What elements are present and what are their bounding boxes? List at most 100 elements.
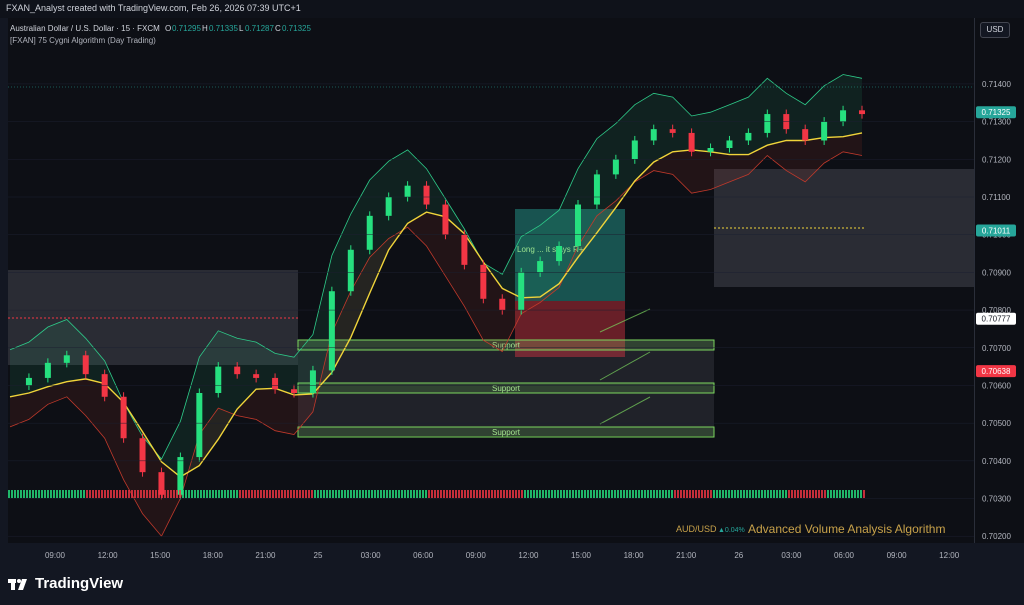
candle-body (631, 140, 638, 160)
volume-bar (311, 490, 313, 498)
volume-bar (773, 490, 775, 498)
volume-bar (65, 490, 67, 498)
volume-bar (155, 490, 157, 498)
candle-body (309, 370, 316, 393)
watermark-pair: AUD/USD (676, 524, 717, 534)
volume-bar (620, 490, 622, 498)
volume-bar (191, 490, 193, 498)
chart-plot-area[interactable] (8, 18, 974, 543)
volume-bar (686, 490, 688, 498)
volume-bar (71, 490, 73, 498)
support-box-2 (297, 382, 715, 394)
volume-bar (791, 490, 793, 498)
volume-bar (341, 490, 343, 498)
y-tick-label: 0.70600 (982, 381, 1011, 390)
candle-body (499, 298, 506, 311)
volume-bar (365, 490, 367, 498)
x-tick-label: 06:00 (834, 551, 855, 560)
arrow-2 (599, 351, 651, 381)
y-tick-label: 0.70500 (982, 419, 1011, 428)
candle-body (234, 366, 241, 375)
volume-bar (722, 490, 724, 498)
volume-bar (707, 490, 709, 498)
candle-body (82, 355, 89, 375)
volume-bar (593, 490, 595, 498)
price-badge (976, 224, 1016, 237)
volume-bar (281, 490, 283, 498)
x-tick-label: 09:00 (45, 551, 66, 560)
volume-bar (317, 490, 319, 498)
volume-bar (194, 490, 196, 498)
footer-bar (0, 566, 1024, 605)
volume-bar (179, 490, 181, 498)
tradingview-logo[interactable]: TradingView (8, 575, 123, 592)
x-tick-label: 21:00 (255, 551, 276, 560)
volume-bar (710, 490, 712, 498)
volume-bar (500, 490, 502, 498)
volume-bar (89, 490, 91, 498)
volume-bar (176, 490, 178, 498)
volume-bar (566, 490, 568, 498)
volume-bar (767, 490, 769, 498)
candle-body (669, 129, 676, 133)
volume-bar (335, 490, 337, 498)
volume-bar (536, 490, 538, 498)
volume-bar (161, 490, 163, 498)
lower-band-line (9, 151, 863, 537)
volume-bar (137, 490, 139, 498)
volume-bar (479, 490, 481, 498)
x-tick-label: 12:00 (939, 551, 960, 560)
candle-body (328, 291, 335, 371)
support-label-3: Support (492, 428, 521, 437)
volume-bar (800, 490, 802, 498)
volume-bar (515, 490, 517, 498)
volume-bar (326, 490, 328, 498)
volume-bar (128, 490, 130, 498)
volume-bar (626, 490, 628, 498)
volume-bar (512, 490, 514, 498)
volume-bar (491, 490, 493, 498)
volume-bar (26, 490, 28, 498)
volume-bar (563, 490, 565, 498)
volume-bar (578, 490, 580, 498)
volume-bar (848, 490, 850, 498)
volume-bar (221, 490, 223, 498)
price-axis[interactable] (974, 18, 1024, 543)
volume-bar (809, 490, 811, 498)
currency-button[interactable]: USD (980, 22, 1010, 38)
price-badge-label: 0.70777 (982, 315, 1011, 324)
volume-bar (641, 490, 643, 498)
volume-bar (245, 490, 247, 498)
volume-bar (332, 490, 334, 498)
volume-bar (116, 490, 118, 498)
volume-bar (506, 490, 508, 498)
price-chart[interactable]: Support Support Support Long ... it stay… (0, 0, 1024, 566)
arrows (599, 308, 651, 425)
candle-body (688, 132, 695, 152)
volume-bar (659, 490, 661, 498)
volume-bar (302, 490, 304, 498)
candle-body (821, 121, 828, 141)
volume-bar (842, 490, 844, 498)
volume-bar (149, 490, 151, 498)
volume-bar (806, 490, 808, 498)
volume-bar (212, 490, 214, 498)
candle-body (442, 204, 449, 235)
volume-bar (113, 490, 115, 498)
volume-bar (17, 490, 19, 498)
volume-bar (545, 490, 547, 498)
volume-bar (650, 490, 652, 498)
x-tick-label: 18:00 (203, 551, 224, 560)
candle-body (764, 114, 771, 133)
volume-bar (539, 490, 541, 498)
candle-body (537, 261, 544, 273)
volume-bar (224, 490, 226, 498)
volume-bar (494, 490, 496, 498)
volume-bar (509, 490, 511, 498)
volume-bar (110, 490, 112, 498)
candle-body (196, 393, 203, 458)
price-badge-label: 0.70638 (982, 367, 1011, 376)
volume-bar (653, 490, 655, 498)
volume-bar (683, 490, 685, 498)
volume-bar (836, 490, 838, 498)
